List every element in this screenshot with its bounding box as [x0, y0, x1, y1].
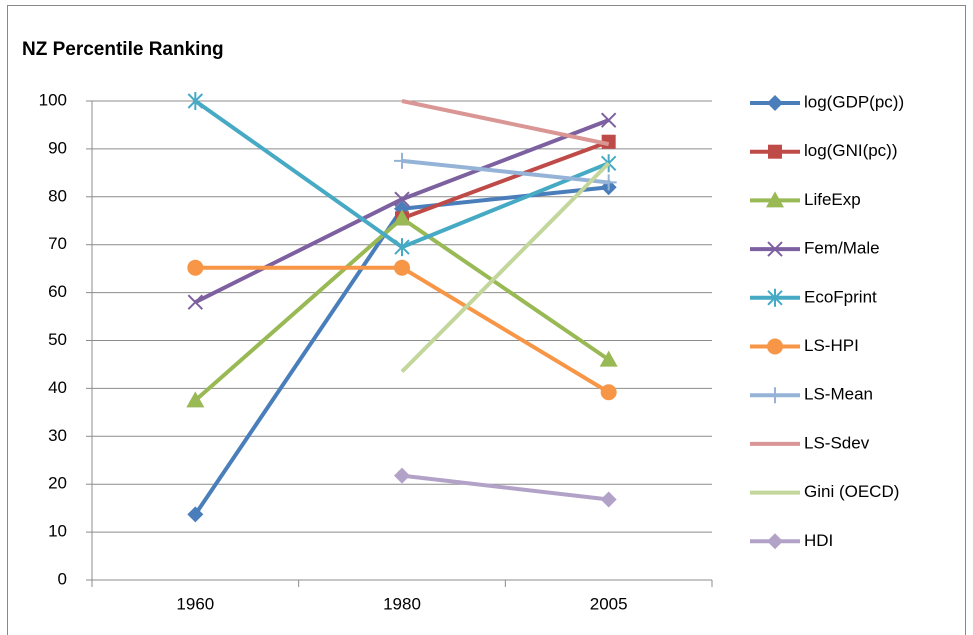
- y-tick-label: 20: [48, 474, 67, 493]
- legend-label: LS-HPI: [804, 336, 859, 355]
- legend-marker: [768, 144, 782, 159]
- legend-marker: [767, 533, 783, 550]
- marker: [187, 259, 204, 276]
- x-tick-label: 1980: [383, 594, 421, 613]
- marker: [187, 506, 204, 523]
- y-tick-label: 70: [48, 234, 67, 253]
- y-tick-label: 80: [48, 186, 67, 205]
- legend-label: Gini (OECD): [804, 482, 899, 501]
- series-line: [401, 473, 609, 502]
- legend-marker: [767, 241, 783, 257]
- legend-label: log(GDP(pc)): [804, 92, 904, 111]
- marker: [600, 491, 617, 508]
- x-tick-label: 1960: [176, 594, 214, 613]
- marker: [599, 350, 618, 367]
- legend-marker: [766, 191, 784, 208]
- series-line: [401, 158, 609, 185]
- series-line: [400, 161, 611, 374]
- y-tick-label: 100: [39, 90, 67, 109]
- legend-marker: [767, 288, 783, 307]
- legend-label: LS-Sdev: [804, 433, 870, 452]
- series-line: [401, 99, 610, 147]
- y-tick-label: 50: [48, 330, 67, 349]
- series-line: [401, 139, 610, 221]
- legend-marker: [767, 95, 783, 111]
- y-tick-label: 0: [58, 569, 67, 588]
- legend-label: LifeExp: [804, 190, 861, 209]
- legend-label: log(GNI(pc)): [804, 141, 898, 160]
- marker: [187, 92, 204, 110]
- marker: [394, 467, 410, 484]
- legend-label: Fem/Male: [804, 239, 880, 258]
- marker: [394, 191, 410, 207]
- y-tick-label: 40: [48, 378, 67, 397]
- marker: [600, 112, 617, 128]
- marker: [393, 209, 411, 226]
- marker: [600, 384, 617, 401]
- y-tick-label: 90: [48, 138, 67, 157]
- legend-marker: [767, 338, 783, 355]
- marker: [394, 152, 410, 169]
- y-tick-label: 30: [48, 426, 67, 445]
- marker: [186, 391, 205, 408]
- legend-label: HDI: [804, 531, 833, 550]
- marker: [394, 238, 410, 257]
- marker: [187, 294, 204, 310]
- marker: [600, 174, 617, 191]
- chart-title: NZ Percentile Ranking: [22, 39, 224, 60]
- x-tick-label: 2005: [590, 594, 628, 613]
- legend-marker: [767, 387, 783, 404]
- y-tick-label: 60: [48, 282, 67, 301]
- y-tick-label: 10: [48, 522, 67, 541]
- legend-label: LS-Mean: [804, 385, 873, 404]
- legend-label: EcoFprint: [804, 287, 877, 306]
- marker: [394, 259, 410, 276]
